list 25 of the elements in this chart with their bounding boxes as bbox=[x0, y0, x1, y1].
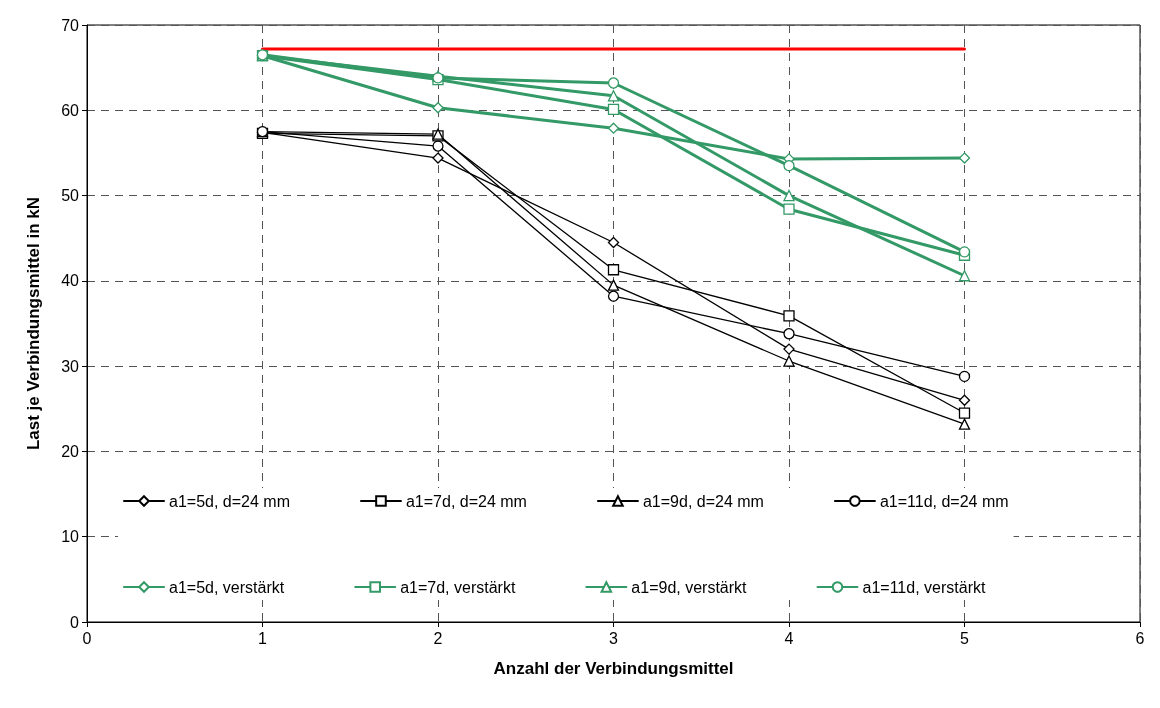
legend-label: a1=9d, d=24 mm bbox=[642, 492, 764, 510]
x-axis-title: Anzahl der Verbindungsmittel bbox=[493, 659, 734, 678]
legend-label: a1=7d, d=24 mm bbox=[405, 492, 527, 510]
legend-label: a1=5d, d=24 mm bbox=[169, 492, 290, 510]
x-tick-label: 2 bbox=[433, 629, 443, 647]
x-tick-label: 0 bbox=[82, 629, 92, 647]
legend-label: a1=5d, verstärkt bbox=[169, 578, 285, 596]
y-tick-label: 0 bbox=[70, 613, 80, 631]
legend-label: a1=11d, verstärkt bbox=[862, 578, 986, 596]
x-tick-label: 6 bbox=[1135, 629, 1145, 647]
legend-label: a1=7d, verstärkt bbox=[400, 578, 516, 596]
legend-label: a1=11d, d=24 mm bbox=[879, 492, 1009, 510]
y-tick-label: 50 bbox=[61, 187, 80, 205]
x-tick-label: 1 bbox=[258, 629, 268, 647]
y-tick-label: 10 bbox=[61, 528, 80, 546]
y-tick-label: 70 bbox=[61, 16, 80, 34]
x-tick-label: 4 bbox=[784, 629, 794, 647]
x-tick-label: 3 bbox=[609, 629, 619, 647]
y-tick-label: 60 bbox=[61, 101, 80, 119]
legend-label: a1=9d, verstärkt bbox=[631, 578, 748, 596]
y-tick-label: 40 bbox=[61, 272, 80, 290]
x-tick-label: 5 bbox=[960, 629, 970, 647]
y-axis-title: Last je Verbindungsmittel in kN bbox=[24, 196, 43, 451]
y-tick-label: 20 bbox=[61, 442, 80, 460]
y-tick-label: 30 bbox=[61, 357, 80, 375]
